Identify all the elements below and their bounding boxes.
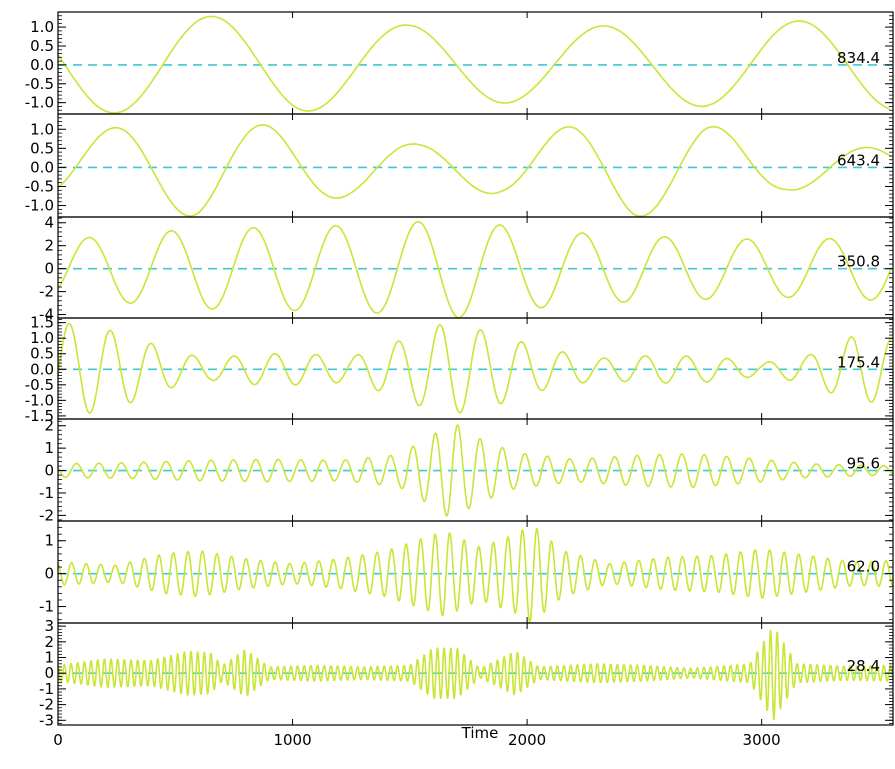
period-label: 62.0 — [847, 558, 880, 576]
y-tick-label: -1 — [39, 680, 54, 698]
y-tick-label: -2 — [39, 696, 54, 714]
y-tick-label: 0.5 — [30, 345, 54, 363]
y-tick-label: -4 — [39, 306, 54, 324]
x-tick-label: 0 — [53, 731, 63, 749]
y-tick-label: 1 — [44, 649, 54, 667]
y-tick-label: 0.0 — [30, 56, 54, 74]
x-tick-label: 1000 — [273, 731, 311, 749]
panels-group: 1.00.50.0-0.5-1.0834.41.00.50.0-0.5-1.06… — [25, 11, 894, 729]
panel-62.0: 1 0 -1 62.0 — [39, 520, 894, 624]
y-tick-label: -1.5 — [25, 407, 54, 425]
y-tick-label: 0.5 — [30, 37, 54, 55]
y-tick-label: 3 — [44, 617, 54, 635]
panel-frame — [57, 11, 894, 115]
y-tick-label: -2 — [39, 283, 54, 301]
y-tick-label: 0.0 — [30, 360, 54, 378]
signal-line — [57, 629, 894, 721]
y-tick-label: 2 — [44, 237, 54, 255]
y-tick-label: 1.5 — [30, 314, 54, 332]
y-tick-label: -0.5 — [25, 376, 54, 394]
y-tick-label: 0.5 — [30, 139, 54, 157]
y-tick-label: -3 — [39, 711, 54, 729]
panel-175.4: 1.51.00.50.0-0.5-1.0-1.5 175.4 — [25, 314, 894, 425]
x-tick-label: 2000 — [508, 731, 546, 749]
panel-95.6: 2 1 0 -1 -2 95.6 — [39, 417, 894, 524]
y-tick-label: 1 — [44, 532, 54, 550]
y-tick-label: 1.0 — [30, 329, 54, 347]
panel-frame — [57, 113, 894, 218]
y-tick-label: 4 — [44, 214, 54, 232]
y-tick-label: -0.5 — [25, 177, 54, 195]
period-label: 350.8 — [837, 253, 880, 271]
y-tick-label: 2 — [44, 633, 54, 651]
y-tick-label: 0.0 — [30, 158, 54, 176]
y-tick-label: 1 — [44, 439, 54, 457]
signal-line — [57, 322, 893, 414]
y-tick-label: -0.5 — [25, 75, 54, 93]
y-tick-label: 0 — [44, 565, 54, 583]
period-label: 643.4 — [837, 151, 880, 169]
y-tick-label: 0 — [44, 664, 54, 682]
signal-line — [57, 424, 894, 517]
panel-643.4: 1.00.50.0-0.5 -1.0 643.4 — [25, 113, 894, 218]
panel-834.4: 1.00.50.0-0.5-1.0 834.4 — [25, 11, 894, 115]
panel-frame — [57, 622, 894, 726]
period-label: 95.6 — [847, 455, 880, 473]
y-tick-label: 1.0 — [30, 18, 54, 36]
y-tick-label: -1.0 — [25, 391, 54, 409]
y-tick-label: -2 — [39, 506, 54, 524]
signal-line — [57, 15, 891, 114]
signal-line — [57, 220, 892, 319]
y-tick-label: -1 — [39, 598, 54, 616]
x-tick-label: 3000 — [743, 731, 781, 749]
y-tick-label: 0 — [44, 260, 54, 278]
period-label: 175.4 — [837, 353, 880, 371]
y-tick-label: 1.0 — [30, 120, 54, 138]
y-tick-label: 0 — [44, 462, 54, 480]
signal-line — [57, 124, 893, 217]
x-axis: 0 1000 2000 3000 — [53, 731, 781, 749]
signal-line — [57, 527, 894, 623]
period-label: 834.4 — [837, 49, 880, 67]
y-tick-label: -1 — [39, 484, 54, 502]
y-tick-label: 2 — [44, 417, 54, 435]
panel-350.8: 4 2 0 -2 -4 350.8 — [39, 214, 894, 324]
x-axis-title: Time — [461, 724, 499, 742]
period-label: 28.4 — [847, 657, 880, 675]
y-tick-label: -1.0 — [25, 197, 54, 215]
y-tick-label: -1.0 — [25, 94, 54, 112]
